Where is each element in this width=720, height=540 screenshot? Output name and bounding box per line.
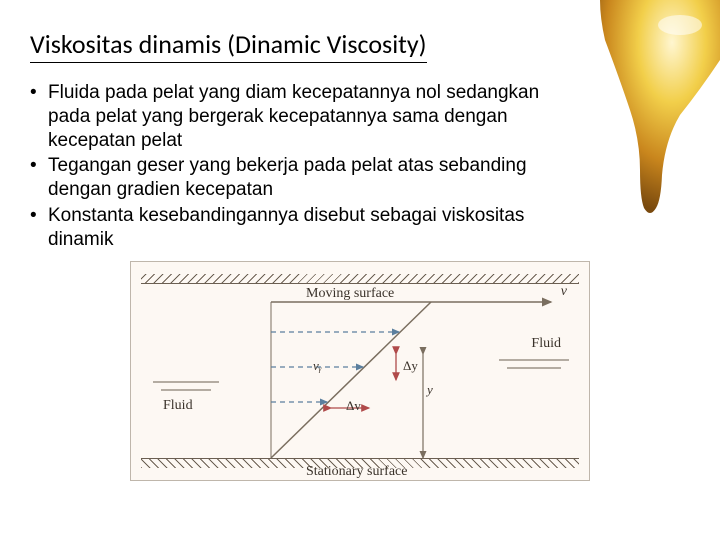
stationary-surface-label: Stationary surface — [306, 464, 407, 480]
moving-surface-label: Moving surface — [306, 286, 394, 302]
velocity-label: v — [561, 284, 567, 300]
honey-drip-decor — [560, 0, 720, 220]
bullet-item: Konstanta kesebandingannya disebut sebag… — [30, 204, 560, 252]
bullet-item: Fluida pada pelat yang diam kecepatannya… — [30, 81, 560, 152]
delta-v-label: Δv — [346, 398, 361, 414]
delta-y-label: Δy — [403, 358, 418, 374]
diagram-container: Moving surface Stationary surface Fluid … — [30, 261, 690, 481]
page-title: Viskositas dinamis (Dinamic Viscosity) — [30, 28, 427, 63]
fluid-label-right: Fluid — [531, 336, 561, 352]
slide: Viskositas dinamis (Dinamic Viscosity) F… — [0, 0, 720, 540]
fluid-label-left: Fluid — [163, 398, 193, 414]
vy-label: vᵧ — [313, 358, 322, 374]
bullet-list: Fluida pada pelat yang diam kecepatannya… — [30, 81, 560, 251]
y-axis-label: y — [427, 382, 433, 398]
bullet-item: Tegangan geser yang bekerja pada pelat a… — [30, 154, 560, 202]
viscosity-diagram: Moving surface Stationary surface Fluid … — [130, 261, 590, 481]
